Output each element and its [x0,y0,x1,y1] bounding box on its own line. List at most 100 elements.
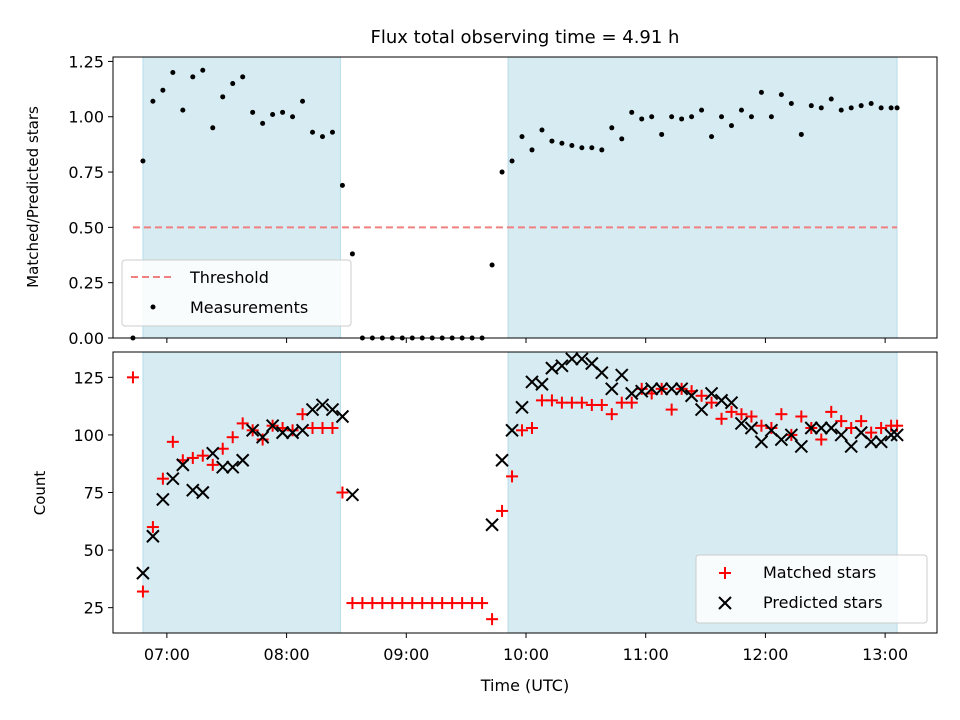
measurement-point [609,125,615,131]
predicted-star-stroke-b [654,382,669,396]
ratio-y-tick-label: 1.00 [68,108,104,127]
measurements-legend-swatch [150,304,156,310]
predicted-star-stroke-b [196,485,210,500]
predicted-star-stroke-b [525,375,539,389]
measurement-point [319,134,325,140]
predicted-star-point [345,488,360,502]
matched-star-point [146,521,159,534]
predicted-star-stroke-b [345,488,360,502]
predicted-star-point [235,453,250,467]
predicted-star-stroke-b [555,359,569,373]
predicted-star-point [156,492,170,507]
predicted-star-point [226,460,240,474]
measurement-point [160,87,166,93]
matched-star-point [186,451,199,464]
predicted-star-point [166,471,180,486]
measurement-point [170,69,176,75]
predicted-star-stroke-b [275,425,290,440]
predicted-star-stroke-b [674,382,689,396]
matched-star-point [855,415,868,428]
measurement-point [180,107,186,113]
matched-star-point [575,396,588,409]
measurement-point [220,94,226,100]
counts-y-tick-label: 100 [73,426,104,445]
predicted-star-stroke-b [605,382,619,396]
measurement-point [599,147,605,153]
predicted-star-point [734,416,749,431]
predicted-star-point [884,428,898,442]
measurement-point [260,120,266,126]
predicted-star-point [744,421,759,435]
predicted-star-stroke-b [784,428,799,442]
counts-shaded-span-1 [142,351,341,634]
matched-star-point [835,415,848,428]
predicted-star-point [515,400,529,414]
measurement-point [519,134,525,140]
predicted-star-point [704,386,719,401]
counts-x-tick-label: 11:00 [623,645,669,664]
counts-panel: 25 50 75 100 125 07:00 08:00 09:00 10:00 11:00 12… [31,351,938,695]
measurement-point [828,96,834,102]
predicted-star-stroke-b [545,361,559,375]
predicted-star-stroke-b [890,428,904,442]
measurement-point [699,107,705,113]
matched-star-point [326,422,339,435]
predicted-star-stroke-b [166,471,180,486]
ratio-panel: 0.00 0.25 0.50 0.75 1.00 1.25 Matched/Predict… [24,52,938,348]
measurements-legend-label: Measurements [190,298,308,317]
counts-legend: Matched stars Predicted stars [695,554,928,624]
matched-star-point [236,417,249,430]
matched-star-point [516,424,529,437]
counts-y-axis-label: Count [31,471,49,516]
measurement-point [509,158,515,164]
predicted-star-point [774,432,789,447]
predicted-star-stroke-b [235,453,250,467]
matched-star-point [825,405,838,418]
measurement-point [748,114,754,120]
measurement-point [529,147,535,153]
counts-x-tick-label: 08:00 [264,645,310,664]
predicted-star-point [555,359,569,373]
counts-x-tick-label: 07:00 [144,645,190,664]
measurement-point [339,182,345,188]
predicted-star-point [794,439,809,454]
ratio-y-tick-label: 0.75 [68,163,104,182]
predicted-star-stroke-b [704,386,719,401]
measurement-point [738,107,744,113]
predicted-star-point [206,446,220,461]
predicted-star-point [814,421,828,435]
measurement-point [230,81,236,87]
measurement-point [300,98,306,104]
predicted-star-stroke-b [595,366,609,380]
measurement-point [349,251,355,257]
predicted-star-stroke-b [864,435,878,449]
measurement-point [639,116,645,122]
predicted-star-point [505,423,519,438]
predicted-star-stroke-b [565,352,579,366]
predicted-star-point [275,425,290,440]
matched-star-point [476,597,489,610]
predicted-star-point [595,366,609,380]
predicted-star-stroke-b [136,566,150,580]
predicted-star-point [644,382,659,396]
measurement-point [489,262,495,268]
predicted-star-point [694,402,709,417]
predicted-star-stroke-b [585,356,599,371]
predicted-star-point [625,386,639,401]
measurement-point [709,134,715,140]
matched-star-point [126,371,139,384]
measurement-point [150,98,156,104]
predicted-star-point [615,368,629,382]
predicted-star-stroke-b [515,400,529,414]
predicted-star-stroke-b [814,421,828,435]
predicted-star-stroke-b [495,453,509,467]
matched-star-point [506,470,519,483]
predicted-star-point [146,529,160,543]
ratio-y-tick-label: 1.25 [68,52,104,71]
matched-star-point [256,433,269,446]
matched-star-point [166,435,179,448]
predicted-star-stroke-b [754,435,769,449]
measurement-point [649,114,655,120]
matched-star-point [545,394,558,407]
